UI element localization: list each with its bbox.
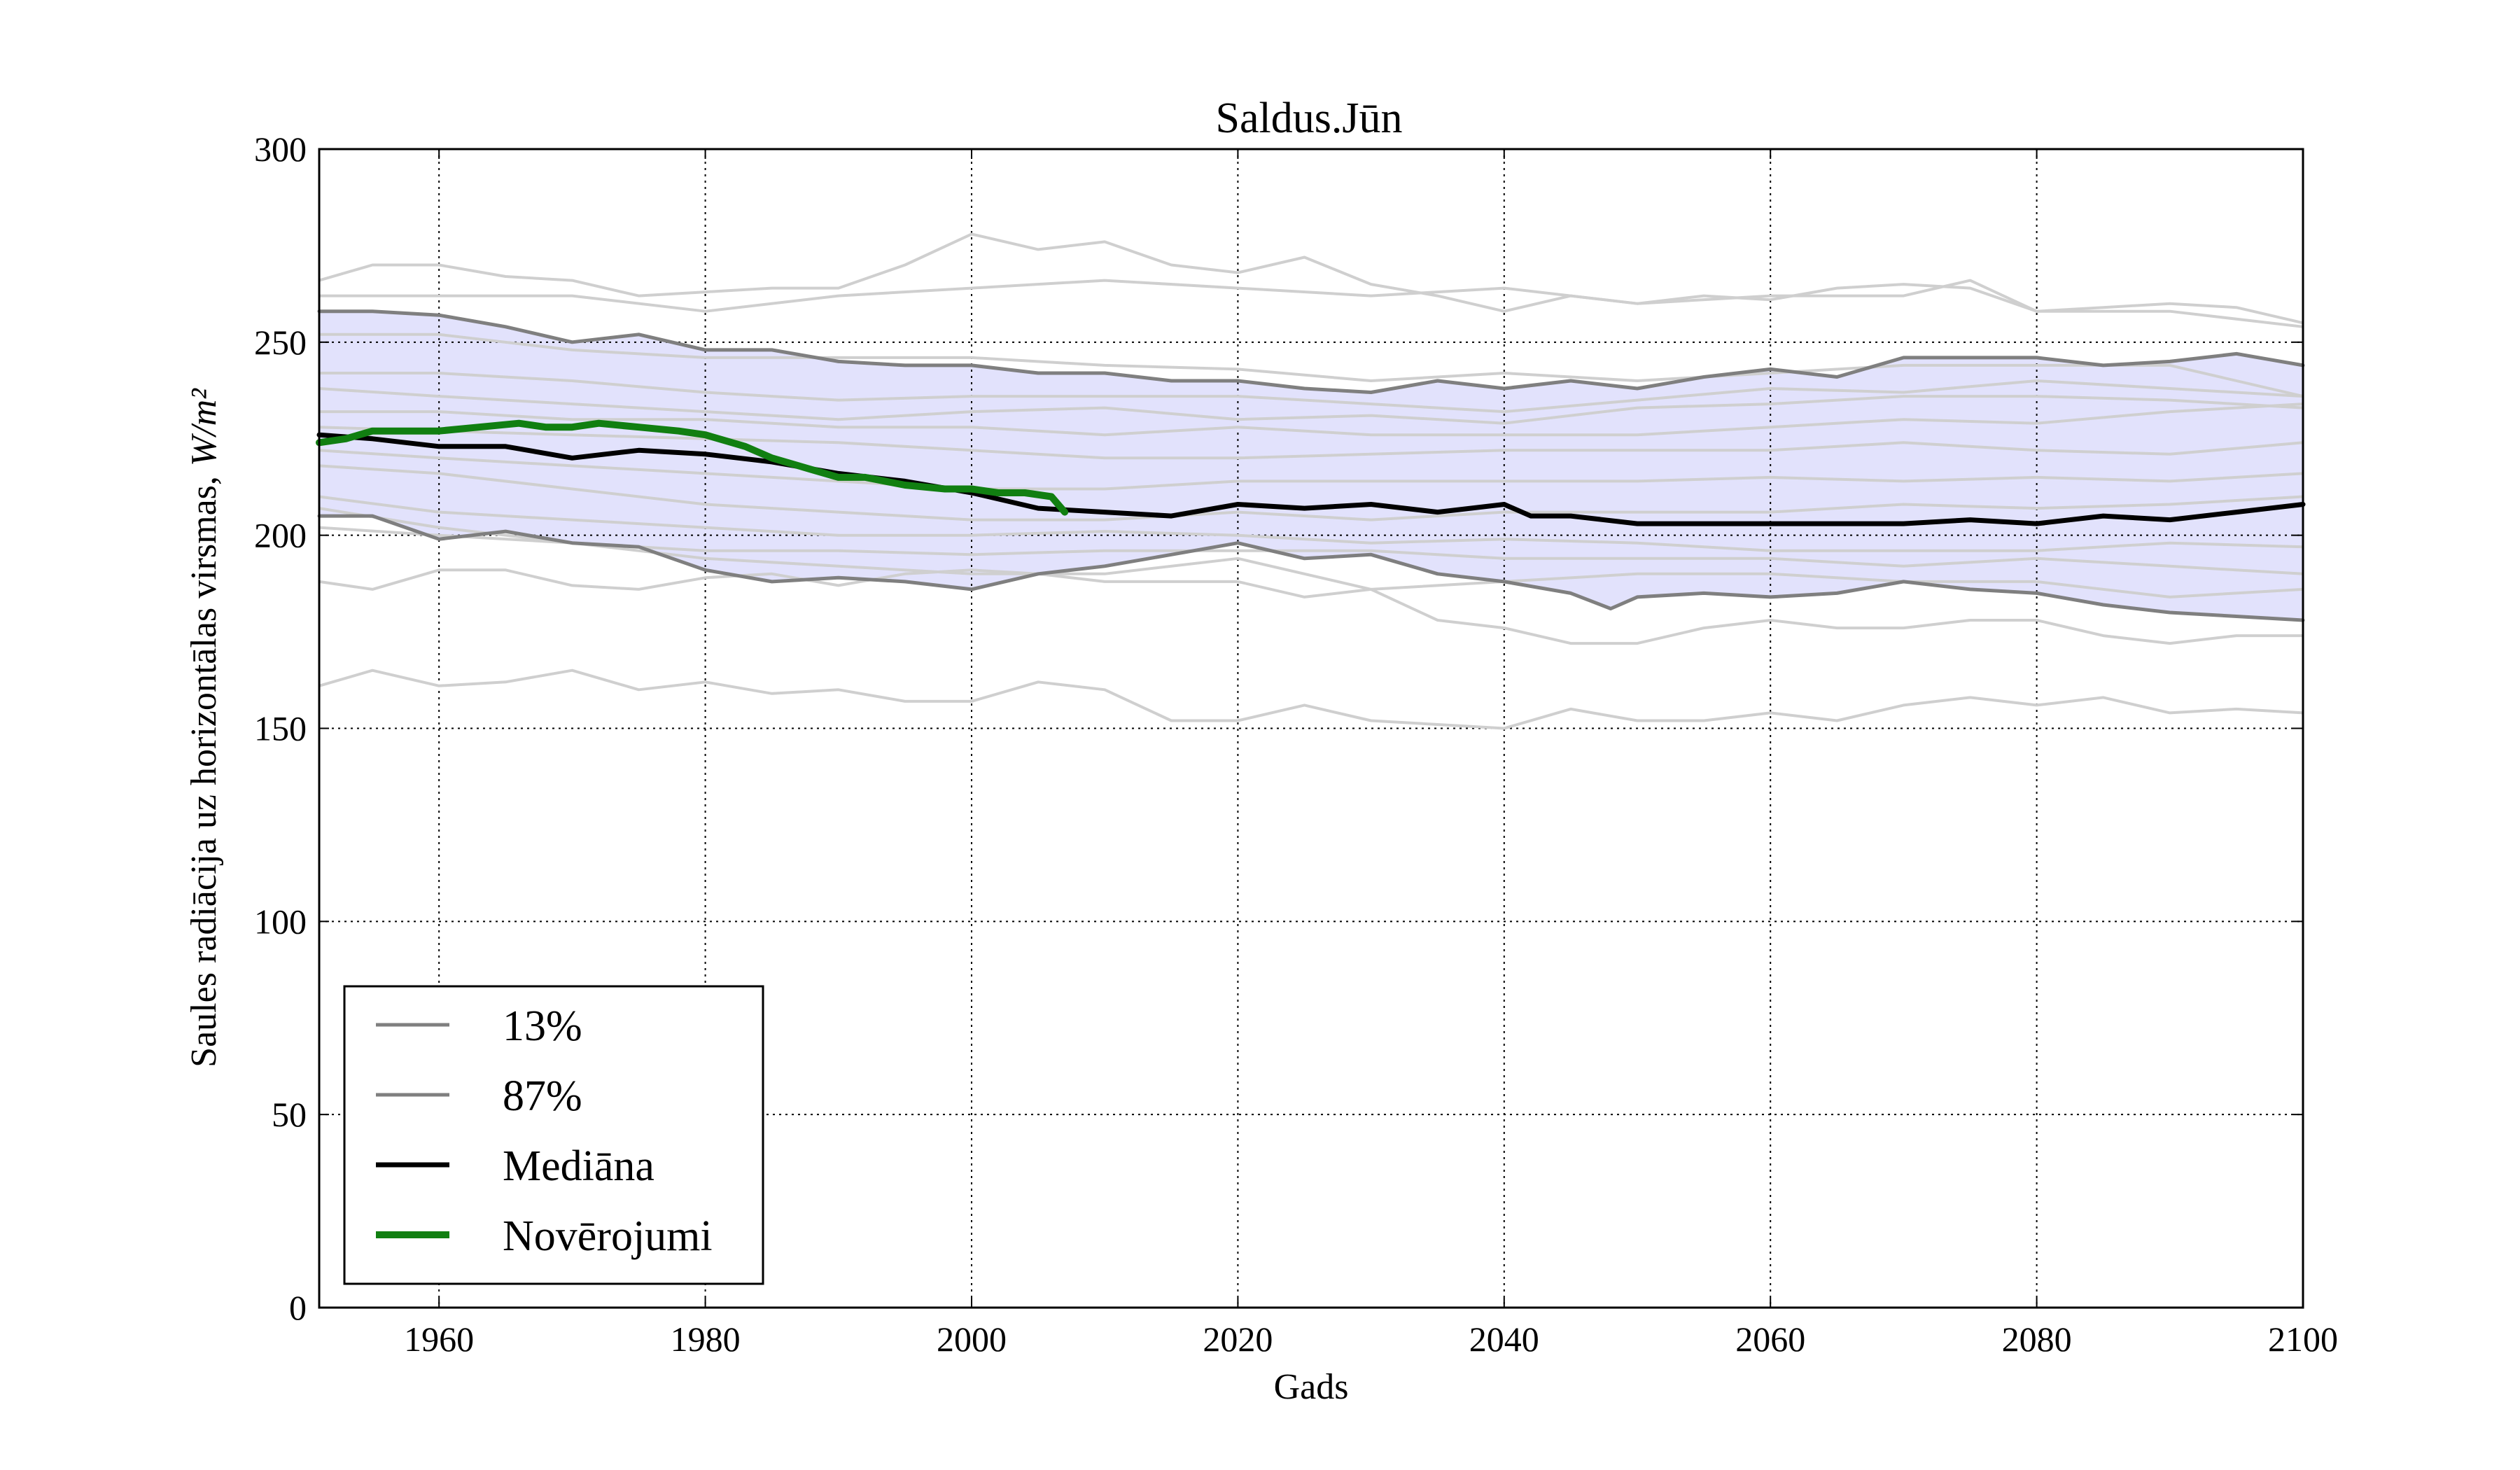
ensemble-line-2 (319, 279, 2304, 328)
x-tick-label-2080: 2080 (2002, 1320, 2072, 1359)
axis-ticks: 1960 1980 2000 2020 2040 2060 2080 2100 0 50 100 15… (254, 130, 2338, 1359)
x-tick-label-2020: 2020 (1203, 1320, 1273, 1359)
ensemble-line-9 (318, 464, 2304, 522)
x-tick-label-2000: 2000 (937, 1320, 1007, 1359)
y-tick-label-0: 0 (289, 1288, 307, 1327)
ensemble-line-4 (319, 372, 2304, 414)
x-tick-label-1960: 1960 (404, 1320, 474, 1359)
y-tick-label-250: 250 (254, 323, 307, 362)
x-tick-label-1980: 1980 (671, 1320, 741, 1359)
legend: 13% 87% Mediāna Novērojumi (343, 985, 764, 1285)
ensemble-line-3 (319, 332, 2304, 398)
legend-label-p87: 87% (503, 1072, 582, 1120)
x-tick-label-2100: 2100 (2268, 1320, 2338, 1359)
legend-label-median: Mediāna (503, 1142, 654, 1190)
series-line-p87 (317, 309, 2305, 394)
y-tick-label-200: 200 (254, 516, 307, 555)
y-axis-label-text: Saules radiācija uz horizontālas virsmas… (184, 476, 224, 1068)
ensemble-line-13 (318, 568, 2303, 645)
ensemble-line-7 (318, 426, 2304, 460)
ensemble-line-14 (318, 668, 2304, 730)
legend-label-p13: 13% (503, 1002, 582, 1050)
ensemble-line-12 (318, 526, 2304, 598)
legend-items: 13% 87% Mediāna Novērojumi (376, 1002, 713, 1260)
y-axis-label: Saules radiācija uz horizontālas virsmas… (184, 388, 224, 1068)
y-tick-label-150: 150 (254, 709, 307, 748)
ensemble-line-1 (318, 232, 2304, 325)
y-axis-label-unit: W/m² (184, 388, 224, 466)
y-tick-label-50: 50 (272, 1095, 307, 1134)
x-tick-label-2040: 2040 (1469, 1320, 1539, 1359)
legend-label-obs: Novērojumi (503, 1212, 713, 1260)
y-tick-label-100: 100 (254, 902, 307, 941)
ensemble-line-6 (319, 402, 2304, 437)
series-lines (316, 309, 2306, 622)
ensemble-line-10 (318, 495, 2304, 552)
x-tick-label-2060: 2060 (1735, 1320, 1805, 1359)
chart-title: Saldus.Jūn (1216, 94, 1403, 142)
ensemble-line-5 (318, 387, 2304, 425)
series-line-p13 (317, 514, 2305, 622)
series-line-median (316, 432, 2306, 526)
ensemble-line-8 (318, 449, 2304, 491)
y-tick-label-300: 300 (254, 130, 307, 169)
series-line-obs (316, 419, 1069, 516)
x-axis-label: Gads (1274, 1367, 1349, 1407)
